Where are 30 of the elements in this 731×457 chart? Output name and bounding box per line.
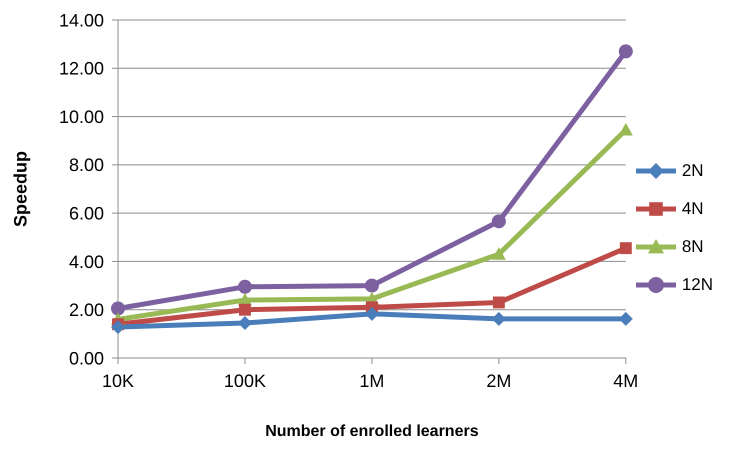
x-tick-label: 1M [359, 370, 384, 391]
legend-label: 12N [682, 275, 713, 295]
point [111, 320, 125, 334]
point [364, 306, 379, 321]
x-axis-title: Number of enrolled learners [265, 423, 479, 440]
x-tick-label: 100K [224, 370, 266, 391]
y-tick-label: 0.00 [68, 348, 104, 368]
point [620, 242, 632, 254]
point [492, 214, 506, 228]
point [492, 247, 506, 260]
legend-label: 8N [682, 237, 704, 257]
point [239, 304, 251, 316]
point [492, 296, 505, 308]
legend-label: 2N [682, 161, 704, 181]
x-tick-label: 4M [613, 370, 638, 391]
y-tick-label: 10.00 [58, 106, 104, 127]
y-tick-label: 14.00 [58, 10, 104, 30]
point [364, 278, 379, 293]
y-tick-label: 2.00 [68, 300, 104, 320]
y-tick-label: 4.00 [68, 252, 104, 272]
point [618, 44, 633, 58]
x-tick-label: 10K [102, 370, 134, 391]
y-tick-label: 8.00 [68, 155, 104, 176]
legend-label: 4N [682, 199, 704, 219]
y-axis-title: Speedup [10, 150, 30, 228]
y-tick-label: 12.00 [58, 58, 104, 79]
point [238, 280, 252, 294]
y-tick-label: 6.00 [68, 204, 104, 224]
point [111, 302, 125, 316]
x-tick-label: 2M [486, 370, 512, 391]
